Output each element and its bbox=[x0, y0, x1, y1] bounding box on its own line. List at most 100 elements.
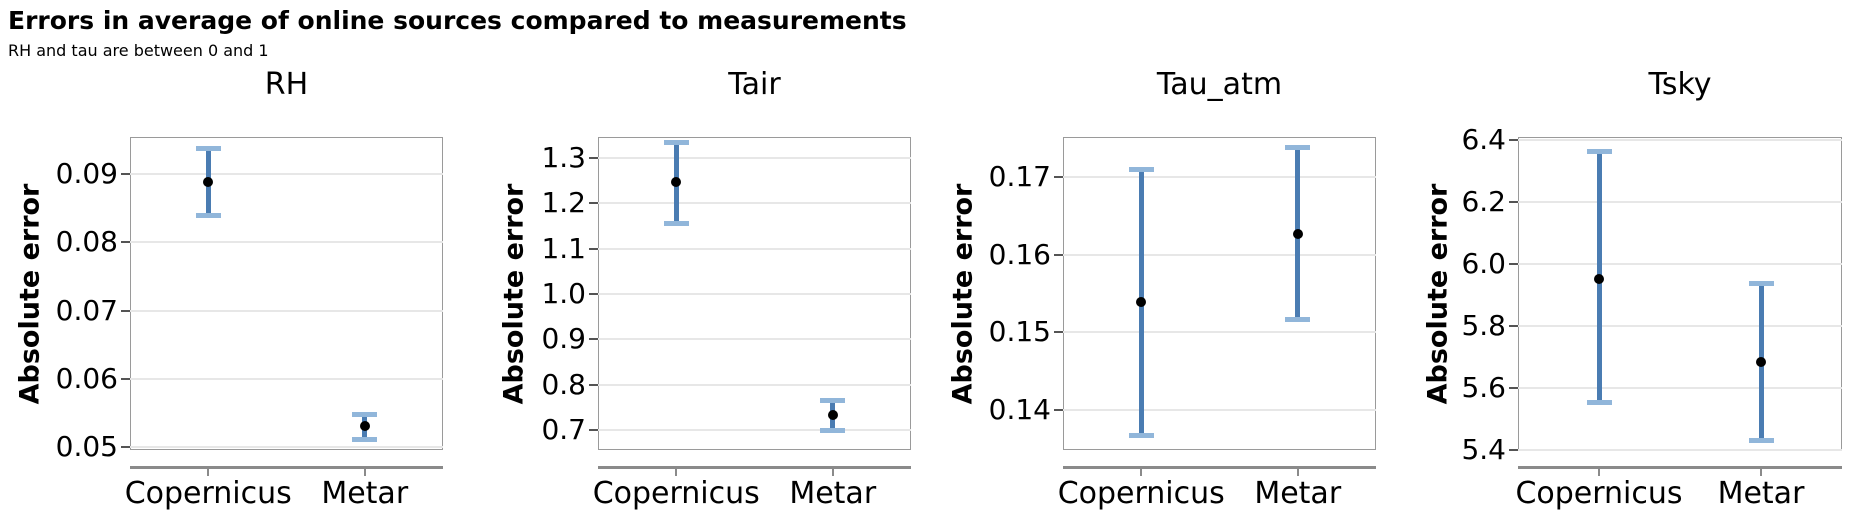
y-gridline bbox=[130, 241, 443, 244]
y-gridline bbox=[130, 377, 443, 380]
y-tick-mark bbox=[121, 309, 130, 312]
error-bar-cap-top bbox=[1128, 167, 1154, 173]
y-tick-mark bbox=[589, 292, 598, 295]
y-tick-mark bbox=[1054, 175, 1063, 178]
y-gridline bbox=[1063, 331, 1376, 334]
y-tick-label: 1.3 bbox=[541, 140, 586, 174]
data-point bbox=[359, 421, 370, 432]
error-bar-cap-top bbox=[820, 397, 846, 403]
error-bar-cap-bottom bbox=[1285, 317, 1311, 323]
y-tick-mark bbox=[589, 429, 598, 432]
x-axis-line bbox=[1518, 466, 1842, 469]
x-tick-mark bbox=[1598, 468, 1600, 476]
y-gridline bbox=[1518, 325, 1842, 328]
y-tick-mark bbox=[589, 247, 598, 250]
error-bar-cap-top bbox=[1586, 149, 1612, 155]
data-point bbox=[203, 177, 214, 188]
y-gridline bbox=[598, 156, 911, 159]
figure-subtitle: RH and tau are between 0 and 1 bbox=[8, 41, 269, 60]
y-gridline bbox=[598, 202, 911, 205]
y-gridline bbox=[598, 338, 911, 341]
x-tick-label: Metar bbox=[1254, 476, 1342, 511]
error-bar-cap-top bbox=[1285, 144, 1311, 150]
subplot-title: Tair bbox=[728, 67, 781, 102]
y-gridline bbox=[598, 429, 911, 432]
y-tick-mark bbox=[589, 338, 598, 341]
subplot-title: Tau_atm bbox=[1156, 67, 1283, 102]
y-gridline bbox=[1518, 387, 1842, 390]
x-tick-mark bbox=[207, 468, 210, 476]
x-tick-mark bbox=[1140, 468, 1143, 476]
error-bar-cap-top bbox=[1748, 280, 1774, 286]
data-point bbox=[1292, 228, 1303, 239]
error-bar-cap-bottom bbox=[663, 221, 689, 227]
data-point bbox=[827, 410, 838, 421]
data-point bbox=[1756, 356, 1766, 367]
x-tick-label: Copernicus bbox=[124, 476, 292, 511]
y-tick-label: 0.09 bbox=[55, 156, 118, 190]
x-tick-label: Metar bbox=[1717, 476, 1805, 511]
x-tick-label: Copernicus bbox=[592, 476, 760, 511]
y-gridline bbox=[130, 172, 443, 175]
y-tick-label: 6.0 bbox=[1461, 247, 1506, 281]
error-bar-cap-top bbox=[195, 146, 221, 152]
y-axis-label: Absolute error bbox=[1422, 183, 1454, 404]
y-tick-label: 6.2 bbox=[1461, 185, 1506, 219]
data-point bbox=[1136, 297, 1147, 308]
y-tick-label: 0.14 bbox=[988, 393, 1051, 427]
y-gridline bbox=[1063, 409, 1376, 412]
y-tick-label: 1.1 bbox=[541, 231, 586, 265]
x-tick-label: Metar bbox=[321, 476, 409, 511]
plot-panel bbox=[1518, 137, 1842, 450]
y-tick-mark bbox=[1509, 139, 1518, 142]
y-tick-label: 0.05 bbox=[55, 430, 118, 464]
y-gridline bbox=[130, 309, 443, 312]
y-gridline bbox=[1518, 201, 1842, 204]
error-bar-cap-bottom bbox=[1586, 400, 1612, 406]
y-tick-mark bbox=[1509, 449, 1518, 451]
y-tick-label: 0.16 bbox=[988, 237, 1051, 271]
figure-title: Errors in average of online sources comp… bbox=[8, 6, 907, 35]
error-bar-cap-bottom bbox=[195, 213, 221, 219]
y-tick-label: 0.07 bbox=[55, 293, 118, 327]
x-tick-mark bbox=[1760, 468, 1762, 476]
y-tick-mark bbox=[589, 383, 598, 386]
y-tick-label: 1.2 bbox=[541, 186, 586, 220]
error-bar-cap-bottom bbox=[1748, 437, 1774, 443]
x-axis-line bbox=[130, 466, 443, 469]
x-tick-mark bbox=[1296, 468, 1299, 476]
y-tick-mark bbox=[121, 241, 130, 244]
data-point bbox=[671, 177, 682, 188]
subplot-title: Tsky bbox=[1648, 67, 1712, 102]
y-tick-label: 6.4 bbox=[1461, 123, 1506, 157]
y-tick-mark bbox=[1509, 263, 1518, 266]
y-tick-mark bbox=[1054, 331, 1063, 334]
error-bar-cap-bottom bbox=[820, 427, 846, 433]
y-tick-mark bbox=[1509, 387, 1518, 390]
y-gridline bbox=[1518, 263, 1842, 266]
y-tick-mark bbox=[1509, 325, 1518, 328]
y-gridline bbox=[130, 446, 443, 449]
x-tick-mark bbox=[363, 468, 366, 476]
y-gridline bbox=[1518, 139, 1842, 142]
x-tick-label: Metar bbox=[789, 476, 877, 511]
y-tick-mark bbox=[589, 202, 598, 205]
y-gridline bbox=[1518, 449, 1842, 451]
x-axis-line bbox=[1063, 466, 1376, 469]
y-gridline bbox=[1063, 253, 1376, 256]
error-bar-cap-bottom bbox=[1128, 432, 1154, 438]
plot-panel bbox=[1063, 137, 1376, 450]
error-bar-cap-bottom bbox=[352, 436, 378, 442]
y-tick-label: 0.08 bbox=[55, 225, 118, 259]
plot-panel bbox=[130, 137, 443, 450]
y-gridline bbox=[598, 247, 911, 250]
y-tick-label: 0.9 bbox=[541, 322, 586, 356]
x-axis-line bbox=[598, 466, 911, 469]
y-tick-mark bbox=[1054, 253, 1063, 256]
y-tick-label: 0.17 bbox=[988, 159, 1051, 193]
y-tick-label: 0.15 bbox=[988, 315, 1051, 349]
error-bar-cap-top bbox=[352, 411, 378, 417]
y-axis-label: Absolute error bbox=[498, 183, 530, 404]
y-tick-mark bbox=[121, 446, 130, 449]
